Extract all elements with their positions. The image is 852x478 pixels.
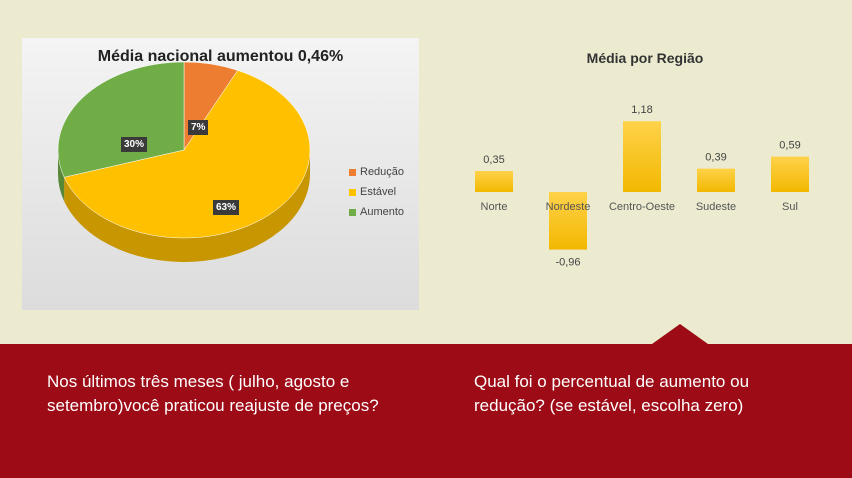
pie-side-2	[58, 150, 65, 202]
question-left-text: Nos últimos três meses ( julho, agosto e…	[47, 372, 379, 415]
pie-data-label-reducao: 7%	[188, 120, 209, 135]
bar-data-label-2: 1,18	[631, 104, 652, 116]
bar-2	[623, 121, 661, 192]
bar-category-label-1: Nordeste	[546, 201, 591, 213]
pie-chart	[57, 61, 311, 262]
legend-item-reducao: Redução	[349, 166, 404, 178]
legend-label-aumento: Aumento	[360, 206, 405, 218]
legend-item-estavel: Estável	[349, 186, 396, 198]
bar-data-label-1: -0,96	[555, 257, 580, 269]
pie-slice-2	[57, 61, 185, 178]
bar-category-label-3: Sudeste	[696, 201, 736, 213]
question-right-text: Qual foi o percentual de aumento ou redu…	[474, 372, 750, 415]
legend-item-aumento: Aumento	[349, 206, 404, 218]
legend-label-reducao: Redução	[360, 166, 405, 178]
bar-0	[475, 171, 513, 192]
legend-swatch-estavel	[349, 188, 356, 196]
bar-3	[697, 168, 735, 192]
bar-category-label-2: Centro-Oeste	[609, 201, 675, 213]
legend-swatch-aumento	[349, 208, 356, 216]
bar-category-label-4: Sul	[782, 201, 798, 213]
bar-data-label-0: 0,35	[483, 154, 504, 166]
bar-1	[549, 192, 587, 250]
pie-chart-panel: Média nacional aumentou 0,46% Redução Es…	[22, 38, 419, 310]
bar-chart-title: Média por Região	[586, 50, 704, 66]
bar-chart: 0,35 Norte -0,96 Nordeste 1,18 Centro-Oeste 0,…	[475, 104, 809, 269]
bar-4	[771, 156, 809, 192]
question-banner: Nos últimos três meses ( julho, agosto e…	[0, 344, 852, 478]
legend-swatch-reducao	[349, 168, 356, 176]
pie-side-1	[64, 150, 311, 262]
pie-data-label-estavel: 63%	[213, 200, 240, 215]
pie-data-label-aumento: 30%	[121, 137, 148, 152]
bar-data-label-3: 0,39	[705, 152, 726, 164]
bar-data-label-4: 0,59	[779, 140, 800, 152]
bar-category-label-0: Norte	[481, 201, 508, 213]
callout-notch	[652, 324, 708, 344]
pie-chart-title: Média nacional aumentou 0,46%	[97, 48, 344, 65]
legend-label-estavel: Estável	[360, 186, 397, 198]
pie-slice-1	[63, 70, 311, 239]
